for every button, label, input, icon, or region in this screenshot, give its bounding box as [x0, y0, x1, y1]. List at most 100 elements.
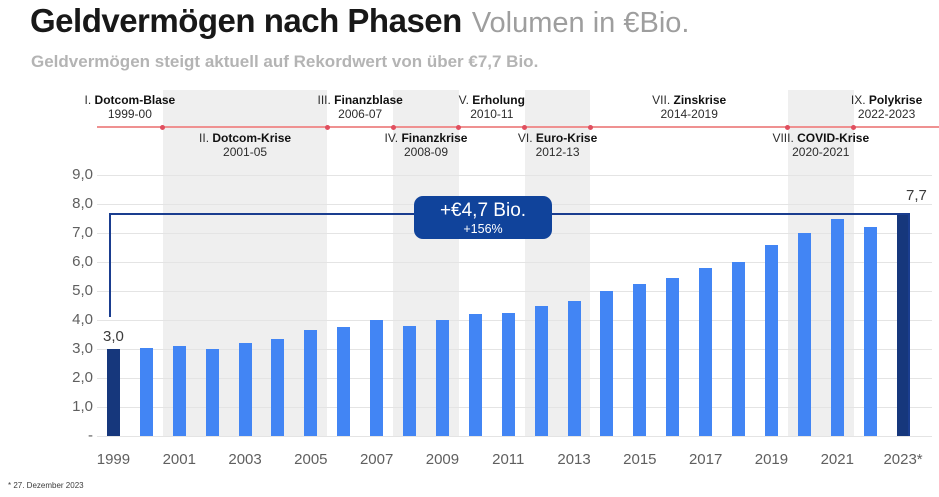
phase-name: II. Dotcom-Krise: [199, 131, 292, 145]
phase-name: I. Dotcom-Blase: [84, 93, 176, 107]
phase-label: IX. Polykrise 2022-2023: [807, 93, 939, 121]
y-axis-label: 4,0: [72, 311, 93, 328]
phase-label: V. Erholung 2010-11: [412, 93, 572, 121]
y-axis-label: 3,0: [72, 340, 93, 357]
phase-label: VI. Euro-Krise 2012-13: [478, 131, 638, 159]
phase-years: 2010-11: [470, 107, 514, 121]
bar: [830, 218, 844, 436]
y-axis-label: 7,0: [72, 224, 93, 241]
title-suffix: Volumen in €Bio.: [471, 7, 690, 39]
x-axis-label: 2009: [425, 451, 460, 468]
phase-name: IX. Polykrise: [850, 93, 923, 107]
x-axis-label: 2019: [754, 451, 789, 468]
x-axis-label: 2007: [359, 451, 394, 468]
bar-highlight: [896, 212, 910, 436]
page-title: Geldvermögen nach Phasen Volumen in €Bio.: [30, 2, 689, 40]
x-axis-label: 2005: [294, 451, 328, 468]
phase-label: I. Dotcom-Blase 1999-00: [50, 93, 210, 121]
phase-name: VI. Euro-Krise: [517, 131, 598, 145]
y-axis-label: 9,0: [72, 166, 93, 183]
bar: [205, 349, 219, 436]
x-axis-label: 2011: [492, 451, 525, 468]
last-bar-value-label: 7,7: [906, 187, 927, 204]
timeline-line: [97, 126, 939, 128]
phase-years: 2012-13: [535, 145, 580, 159]
timeline-dot: [324, 124, 330, 130]
bar: [732, 262, 746, 436]
x-axis-label: 1999: [96, 451, 131, 468]
y-axis-label: 6,0: [72, 253, 93, 270]
phase-years: 2020-2021: [792, 145, 850, 159]
phase-years: 1999-00: [107, 107, 152, 121]
bar: [666, 277, 680, 436]
title-main: Geldvermögen nach Phasen: [30, 2, 462, 39]
y-axis-label: -: [88, 427, 93, 444]
phase-name: VII. Zinskrise: [652, 93, 727, 107]
badge-value: +€4,7 Bio.: [439, 200, 527, 221]
timeline-dot: [785, 124, 791, 130]
phase-years: 2008-09: [403, 145, 449, 159]
x-axis-label: 2015: [623, 451, 657, 468]
timeline-dot: [522, 124, 528, 130]
bar: [863, 227, 877, 436]
phase-years: 2022-2023: [857, 107, 916, 121]
bar: [600, 291, 614, 436]
bar: [764, 244, 778, 436]
bar: [238, 343, 252, 436]
bar: [337, 327, 351, 436]
x-axis-label: 2003: [228, 451, 262, 468]
phase-label: II. Dotcom-Krise 2001-05: [165, 131, 325, 159]
phase-label: VIII. COVID-Krise 2020-2021: [741, 131, 901, 159]
phase-label: VII. Zinskrise 2014-2019: [609, 93, 769, 121]
gridline: [97, 291, 932, 292]
phase-name: III. Finanzblase: [317, 93, 403, 107]
phase-years: 2014-2019: [660, 107, 718, 121]
bracket-right: [907, 212, 910, 436]
phase-name: VIII. COVID-Krise: [772, 131, 870, 145]
bracket-left: [108, 212, 111, 317]
bar-highlight: [106, 349, 120, 436]
phase-name: IV. Finanzkrise: [384, 131, 468, 145]
x-axis-label: 2001: [162, 451, 196, 468]
bar: [304, 330, 318, 436]
bar: [633, 283, 647, 436]
first-bar-value-label: 3,0: [103, 328, 124, 345]
growth-badge: +€4,7 Bio. +156%: [414, 196, 552, 239]
gridline: [97, 436, 932, 437]
timeline-dot: [160, 124, 166, 130]
bar: [271, 338, 285, 436]
timeline-dot: [851, 124, 857, 130]
bar: [435, 320, 449, 436]
bar: [534, 305, 548, 436]
timeline-dot: [588, 124, 593, 130]
timeline-dot: [456, 124, 462, 130]
bar: [172, 346, 186, 436]
timeline-dot: [390, 124, 396, 130]
bar: [403, 325, 417, 436]
bar: [797, 233, 811, 436]
y-axis-label: 2,0: [72, 369, 93, 386]
phase-name: V. Erholung: [458, 93, 525, 107]
subtitle: Geldvermögen steigt aktuell auf Rekordwe…: [31, 52, 539, 71]
bar: [501, 312, 515, 436]
phase-years: 2006-07: [338, 107, 383, 121]
x-axis-label: 2023*: [883, 451, 923, 468]
x-axis-label: 2013: [557, 451, 591, 468]
badge-percent: +156%: [463, 222, 503, 236]
bar: [139, 347, 153, 436]
phase-label: IV. Finanzkrise 2008-09: [346, 131, 506, 159]
phase-years: 2001-05: [223, 145, 268, 159]
bar: [567, 301, 581, 436]
gridline: [97, 175, 932, 176]
bar: [699, 267, 713, 436]
footnote: * 27. Dezember 2023: [8, 481, 84, 490]
bar: [468, 314, 482, 436]
x-axis-label: 2017: [688, 451, 723, 468]
x-axis-label: 2021: [820, 451, 854, 468]
y-axis-label: 1,0: [72, 398, 93, 415]
phase-label: III. Finanzblase 2006-07: [280, 93, 440, 121]
y-axis-label: 5,0: [72, 282, 93, 299]
gridline: [97, 262, 932, 263]
